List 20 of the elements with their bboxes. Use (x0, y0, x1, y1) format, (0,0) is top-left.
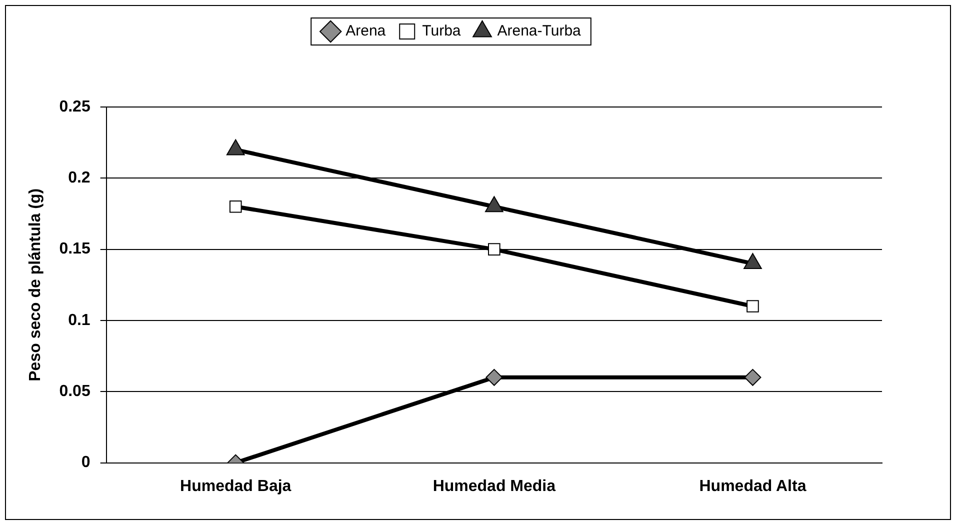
x-tick-label: Humedad Alta (699, 478, 806, 495)
point (486, 368, 503, 386)
point (226, 139, 245, 156)
y-tick-label: 0 (81, 454, 90, 472)
x-tick-label: Humedad Baja (180, 478, 292, 495)
y-axis-title: Peso seco de plántula (g) (27, 188, 44, 382)
y-tick-label: 0.2 (68, 170, 90, 187)
y-tick-label: 0.25 (59, 98, 90, 116)
legend-label: Arena-Turba (497, 22, 582, 40)
point (488, 243, 500, 256)
x-tick-label: Humedad Media (432, 478, 556, 495)
point (746, 300, 759, 312)
point (485, 196, 504, 212)
y-tick-label: 0.15 (59, 240, 90, 258)
y-tick-label: 0.1 (68, 312, 90, 329)
y-tick-label: 0.05 (59, 383, 90, 400)
point (744, 368, 762, 386)
legend-label: Turba (422, 22, 462, 40)
legend-label: Arena (346, 22, 386, 40)
point (744, 253, 762, 270)
